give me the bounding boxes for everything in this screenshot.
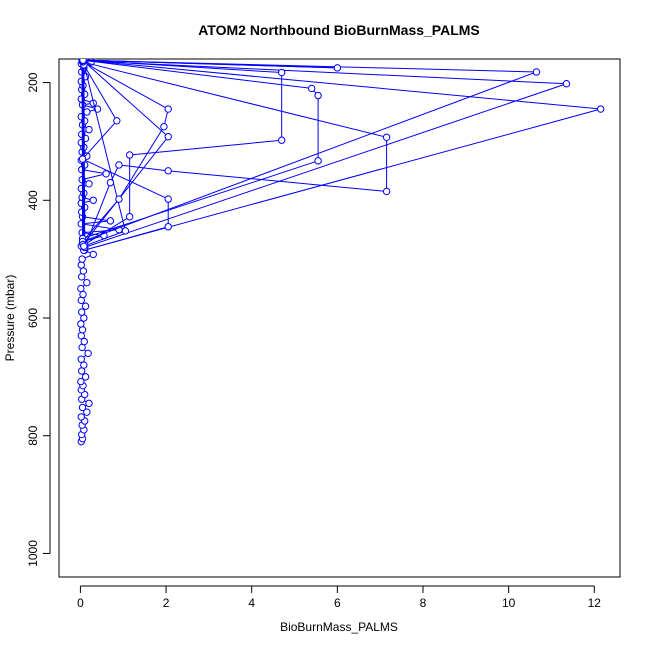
data-point xyxy=(79,404,85,410)
data-point xyxy=(165,224,171,230)
data-point xyxy=(383,188,389,194)
data-point xyxy=(90,197,96,203)
data-point xyxy=(84,279,90,285)
data-point xyxy=(126,214,132,220)
x-tick-label: 12 xyxy=(588,596,602,610)
x-tick-label: 8 xyxy=(420,596,427,610)
data-point xyxy=(78,262,84,268)
data-point xyxy=(278,137,284,143)
data-point xyxy=(122,228,128,234)
data-point xyxy=(84,109,90,115)
chart-title: ATOM2 Northbound BioBurnMass_PALMS xyxy=(198,22,480,38)
data-point xyxy=(81,338,87,344)
x-tick-label: 6 xyxy=(334,596,341,610)
x-tick-label: 0 xyxy=(77,596,84,610)
data-point xyxy=(126,152,132,158)
data-point xyxy=(533,69,539,75)
data-point xyxy=(563,81,569,87)
data-point xyxy=(598,106,604,112)
data-point xyxy=(86,400,92,406)
data-point xyxy=(165,134,171,140)
data-point xyxy=(78,321,84,327)
data-point xyxy=(334,65,340,71)
data-point xyxy=(79,256,85,262)
data-point xyxy=(82,374,88,380)
y-tick-label: 400 xyxy=(26,190,40,210)
data-point xyxy=(114,118,120,124)
y-axis-label: Pressure (mbar) xyxy=(3,275,17,362)
data-point xyxy=(107,179,113,185)
data-point xyxy=(86,126,92,132)
data-point xyxy=(78,356,84,362)
data-point xyxy=(383,134,389,140)
data-point xyxy=(116,196,122,202)
y-tick-label: 800 xyxy=(26,425,40,445)
x-tick-label: 10 xyxy=(502,596,516,610)
x-tick-label: 4 xyxy=(248,596,255,610)
data-point xyxy=(116,162,122,168)
data-point xyxy=(78,309,84,315)
y-tick-label: 600 xyxy=(26,308,40,328)
data-point xyxy=(78,332,84,338)
y-tick-label: 1000 xyxy=(26,540,40,567)
data-point xyxy=(82,303,88,309)
data-point xyxy=(165,168,171,174)
data-point xyxy=(78,285,84,291)
data-point xyxy=(315,92,321,98)
data-point xyxy=(308,85,314,91)
data-point xyxy=(165,196,171,202)
data-point xyxy=(85,350,91,356)
x-tick-label: 2 xyxy=(163,596,170,610)
data-point xyxy=(86,181,92,187)
data-point xyxy=(90,251,96,257)
data-point xyxy=(315,158,321,164)
x-axis-label: BioBurnMass_PALMS xyxy=(280,620,398,634)
data-point xyxy=(78,414,84,420)
data-point xyxy=(278,69,284,75)
y-tick-label: 200 xyxy=(26,72,40,92)
data-point xyxy=(107,218,113,224)
data-point xyxy=(165,106,171,112)
data-point xyxy=(79,156,85,162)
data-point xyxy=(161,123,167,129)
data-point xyxy=(81,243,87,249)
